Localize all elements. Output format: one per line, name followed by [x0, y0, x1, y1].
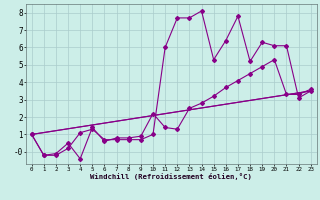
X-axis label: Windchill (Refroidissement éolien,°C): Windchill (Refroidissement éolien,°C) [90, 173, 252, 180]
